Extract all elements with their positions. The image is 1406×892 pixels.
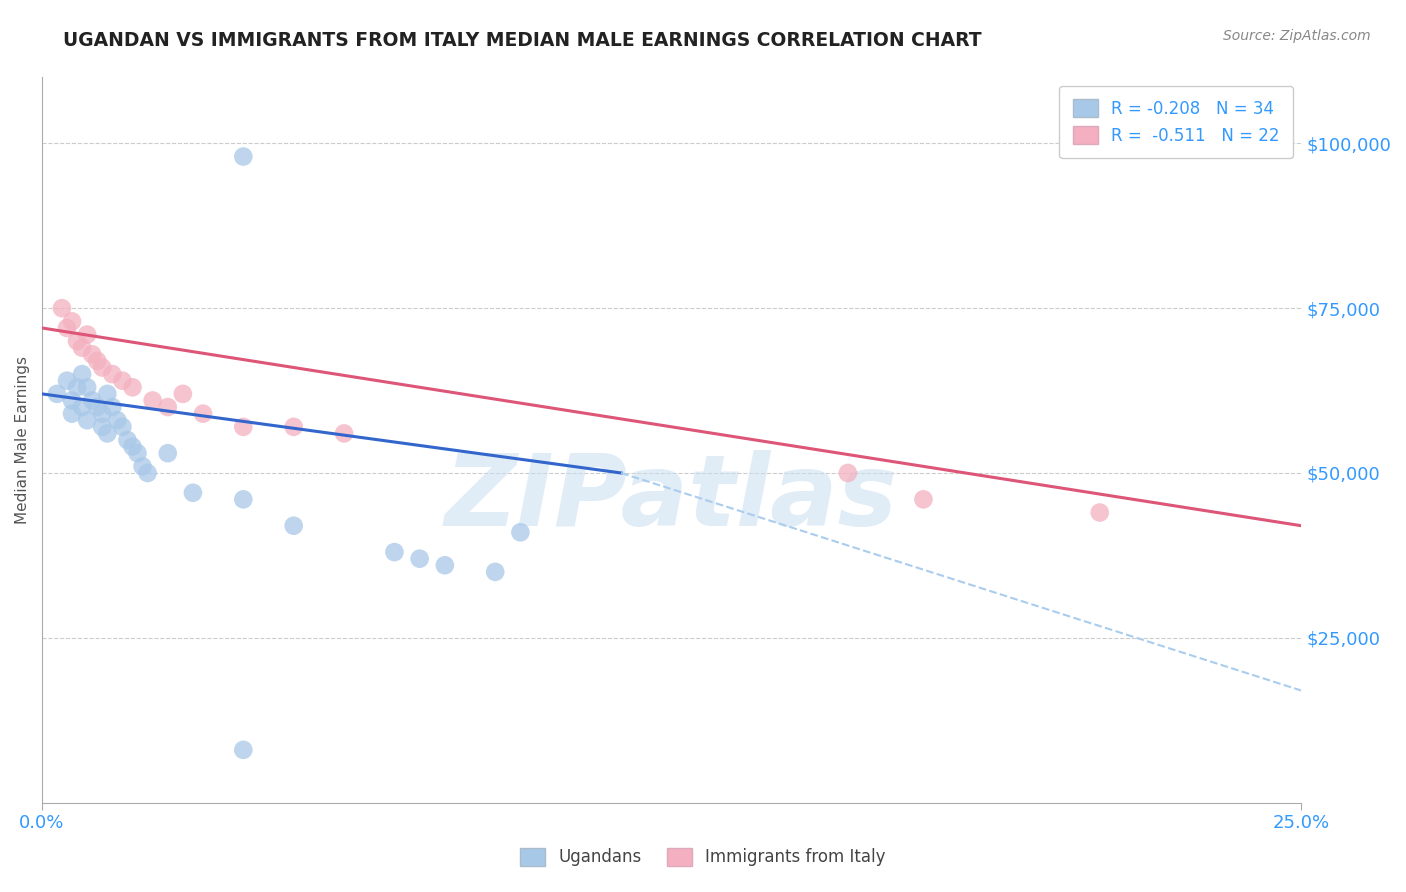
Point [66,380,89,394]
Point [333,426,356,441]
Point [172,387,194,401]
Point [91,407,114,421]
Point [181,485,204,500]
Text: ZIPatlas: ZIPatlas [444,450,898,547]
Point [142,393,165,408]
Point [408,551,430,566]
Point [51,301,73,315]
Point [82,347,104,361]
Point [70,367,93,381]
Point [283,420,305,434]
Point [86,354,108,368]
Text: UGANDAN VS IMMIGRANTS FROM ITALY MEDIAN MALE EARNINGS CORRELATION CHART: UGANDAN VS IMMIGRANTS FROM ITALY MEDIAN … [63,31,981,50]
Point [91,420,114,434]
Point [232,743,254,757]
Point [96,426,118,441]
Point [56,374,79,388]
Legend: Ugandans, Immigrants from Italy: Ugandans, Immigrants from Italy [512,839,894,875]
Point [56,321,79,335]
Point [191,407,214,421]
Point [156,446,179,460]
Point [509,525,531,540]
Point [131,459,153,474]
Point [384,545,406,559]
Point [66,334,89,348]
Point [1088,506,1111,520]
Point [60,393,83,408]
Point [484,565,506,579]
Point [86,400,108,414]
Point [232,420,254,434]
Point [76,380,98,394]
Point [121,380,143,394]
Point [105,413,128,427]
Point [117,433,139,447]
Point [70,341,93,355]
Point [121,440,143,454]
Point [232,150,254,164]
Point [156,400,179,414]
Point [91,360,114,375]
Y-axis label: Median Male Earnings: Median Male Earnings [15,356,30,524]
Point [76,413,98,427]
Point [60,407,83,421]
Point [283,518,305,533]
Point [82,393,104,408]
Legend: R = -0.208   N = 34, R =  -0.511   N = 22: R = -0.208 N = 34, R = -0.511 N = 22 [1060,86,1294,158]
Point [912,492,935,507]
Point [96,387,118,401]
Point [111,420,134,434]
Point [232,492,254,507]
Point [45,387,67,401]
Point [60,314,83,328]
Point [101,400,124,414]
Point [101,367,124,381]
Point [136,466,159,480]
Point [111,374,134,388]
Point [837,466,859,480]
Point [70,400,93,414]
Point [127,446,149,460]
Point [433,558,456,573]
Text: Source: ZipAtlas.com: Source: ZipAtlas.com [1223,29,1371,43]
Point [76,327,98,342]
